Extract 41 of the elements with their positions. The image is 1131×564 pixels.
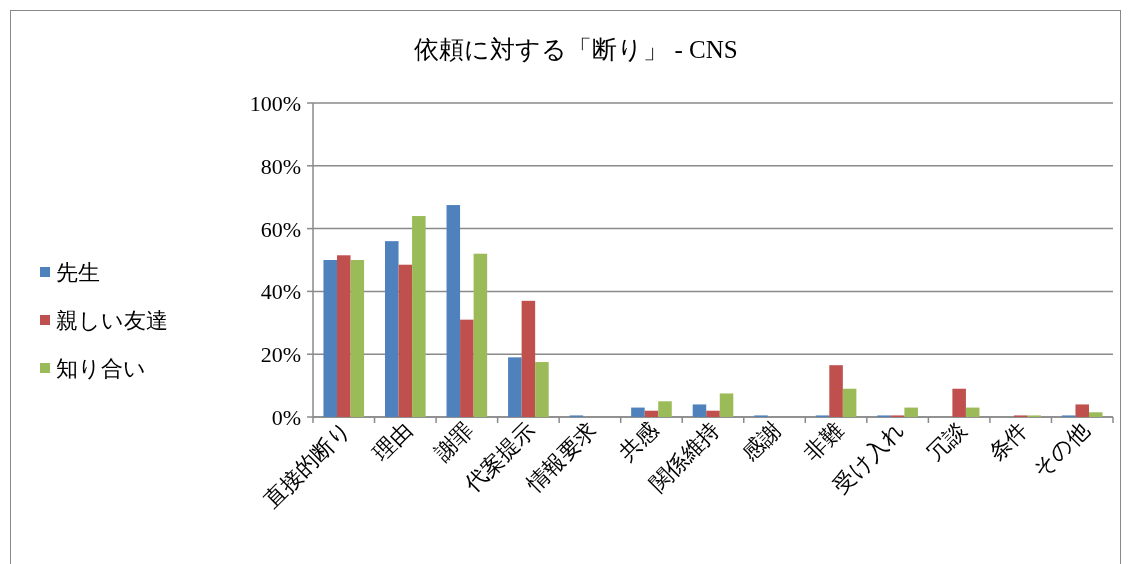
x-tick-label: 冗談: [921, 416, 971, 466]
bar: [631, 407, 645, 417]
bar: [1089, 412, 1103, 417]
bar: [535, 362, 549, 417]
bar: [706, 410, 720, 417]
y-tick-label: 80%: [260, 153, 301, 179]
bar: [644, 410, 659, 417]
x-tick-label: 謝罪: [429, 416, 479, 466]
y-tick-label: 0%: [271, 405, 301, 430]
bar: [521, 300, 536, 417]
x-tick-label: 感謝: [737, 416, 787, 466]
chart-title: 依頼に対する「断り」 - CNS: [414, 36, 738, 63]
bar: [692, 404, 707, 417]
legend-label: 先生: [56, 260, 100, 285]
bar: [719, 393, 734, 417]
legend-label: 知り合い: [56, 356, 146, 381]
bar: [965, 407, 980, 417]
bar: [952, 388, 966, 417]
bar: [904, 407, 918, 417]
x-tick-label: 非難: [798, 416, 848, 466]
bar: [398, 264, 413, 417]
bar: [446, 205, 461, 417]
x-tick-label: 理由: [368, 416, 417, 466]
bar: [323, 260, 337, 417]
bar: [385, 241, 399, 417]
bar: [658, 401, 672, 417]
y-tick-label: 40%: [260, 279, 301, 305]
bar: [412, 216, 426, 417]
y-tick-label: 20%: [260, 342, 301, 368]
y-tick-label: 60%: [260, 216, 301, 242]
bar: [460, 319, 474, 417]
bar: [473, 253, 488, 417]
bar: [1075, 404, 1089, 417]
bar: [842, 388, 857, 417]
y-tick-label: 100%: [249, 91, 301, 116]
bar: [829, 365, 843, 417]
bar: [337, 255, 351, 417]
bar: [508, 357, 522, 417]
x-tick-label: 共感: [614, 416, 663, 466]
legend-label: 親しい友達: [56, 308, 168, 333]
bar: [350, 260, 365, 417]
